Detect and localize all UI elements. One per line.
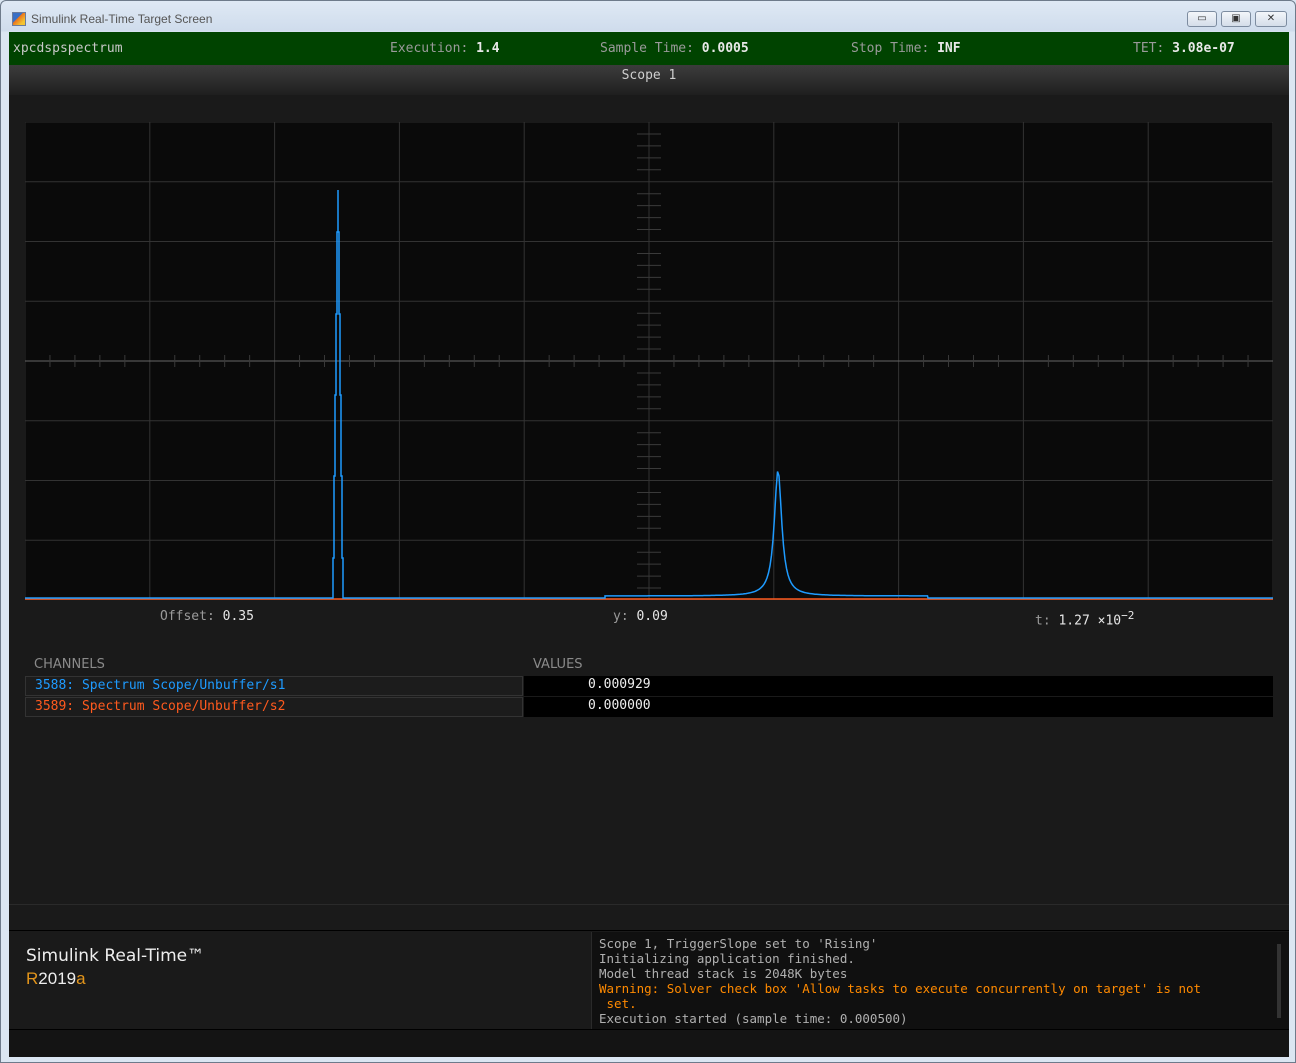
- scope-plot[interactable]: [25, 122, 1273, 600]
- t-label: t:: [1035, 613, 1051, 629]
- close-button[interactable]: ✕: [1255, 11, 1287, 27]
- target-screen: xpcdspspectrum Execution: 1.4 Sample Tim…: [9, 32, 1289, 1057]
- t-value: 1.27 ×10: [1058, 613, 1122, 629]
- y-label: y:: [613, 609, 629, 624]
- brand: Simulink Real-Time™ R2019a: [26, 946, 204, 989]
- stop-time-label: Stop Time:: [851, 41, 930, 56]
- log-line: Execution started (sample time: 0.000500…: [599, 1011, 908, 1026]
- stop-time-status: Stop Time: INF: [851, 41, 961, 56]
- y-readout: y: 0.09: [613, 609, 668, 624]
- release-year: 2019: [38, 969, 77, 988]
- divider: [9, 904, 1289, 931]
- maximize-button[interactable]: ▣: [1221, 11, 1251, 27]
- log-scrollbar[interactable]: [1277, 944, 1281, 1018]
- offset-value: 0.35: [222, 609, 254, 624]
- message-log[interactable]: Scope 1, TriggerSlope set to 'Rising' Ini…: [591, 932, 1289, 1029]
- sample-time-value: 0.0005: [701, 41, 749, 56]
- trace-channel-1: [25, 190, 1273, 599]
- scope-title: Scope 1: [9, 65, 1289, 95]
- offset-label: Offset:: [160, 609, 215, 624]
- channels-header: CHANNELS: [34, 657, 105, 672]
- bottom-bar: [9, 1029, 1289, 1057]
- execution-label: Execution:: [390, 41, 469, 56]
- matlab-logo-icon: [12, 12, 26, 26]
- execution-value: 1.4: [476, 41, 500, 56]
- log-line: Initializing application finished.: [599, 951, 855, 966]
- product-name: Simulink Real-Time™: [26, 946, 205, 966]
- release-a: a: [76, 969, 86, 988]
- execution-status: Execution: 1.4: [390, 41, 500, 56]
- release-r: R: [26, 969, 39, 988]
- title-bar[interactable]: Simulink Real-Time Target Screen ▭ ▣ ✕: [1, 1, 1295, 32]
- model-name: xpcdspspectrum: [13, 41, 123, 56]
- channel-name: 3588: Spectrum Scope/Unbuffer/s1: [25, 676, 523, 696]
- log-line: Scope 1, TriggerSlope set to 'Rising': [599, 936, 878, 951]
- status-bar: xpcdspspectrum Execution: 1.4 Sample Tim…: [9, 32, 1289, 65]
- channel-value: 0.000929: [524, 676, 1273, 696]
- offset-readout: Offset: 0.35: [160, 609, 254, 624]
- log-line: Model thread stack is 2048K bytes: [599, 966, 848, 981]
- t-readout: t: 1.27 ×10−2: [1035, 609, 1134, 628]
- channel-name: 3589: Spectrum Scope/Unbuffer/s2: [25, 697, 523, 717]
- channel-row[interactable]: 3589: Spectrum Scope/Unbuffer/s2 0.00000…: [25, 697, 1273, 717]
- t-exponent: −2: [1121, 609, 1135, 622]
- sample-time-status: Sample Time: 0.0005: [600, 41, 749, 56]
- stop-time-value: INF: [937, 41, 961, 56]
- log-warning: Warning: Solver check box 'Allow tasks t…: [599, 981, 1202, 1011]
- y-value: 0.09: [636, 609, 668, 624]
- tet-label: TET:: [1133, 41, 1165, 56]
- minimize-button[interactable]: ▭: [1187, 11, 1217, 27]
- window-title: Simulink Real-Time Target Screen: [31, 12, 213, 26]
- channel-value: 0.000000: [524, 697, 1273, 717]
- values-header: VALUES: [533, 657, 583, 672]
- sample-time-label: Sample Time:: [600, 41, 694, 56]
- tet-status: TET: 3.08e-07: [1133, 41, 1235, 56]
- channel-row[interactable]: 3588: Spectrum Scope/Unbuffer/s1 0.00092…: [25, 676, 1273, 696]
- tet-value: 3.08e-07: [1172, 41, 1235, 56]
- release-version: R2019a: [26, 969, 204, 989]
